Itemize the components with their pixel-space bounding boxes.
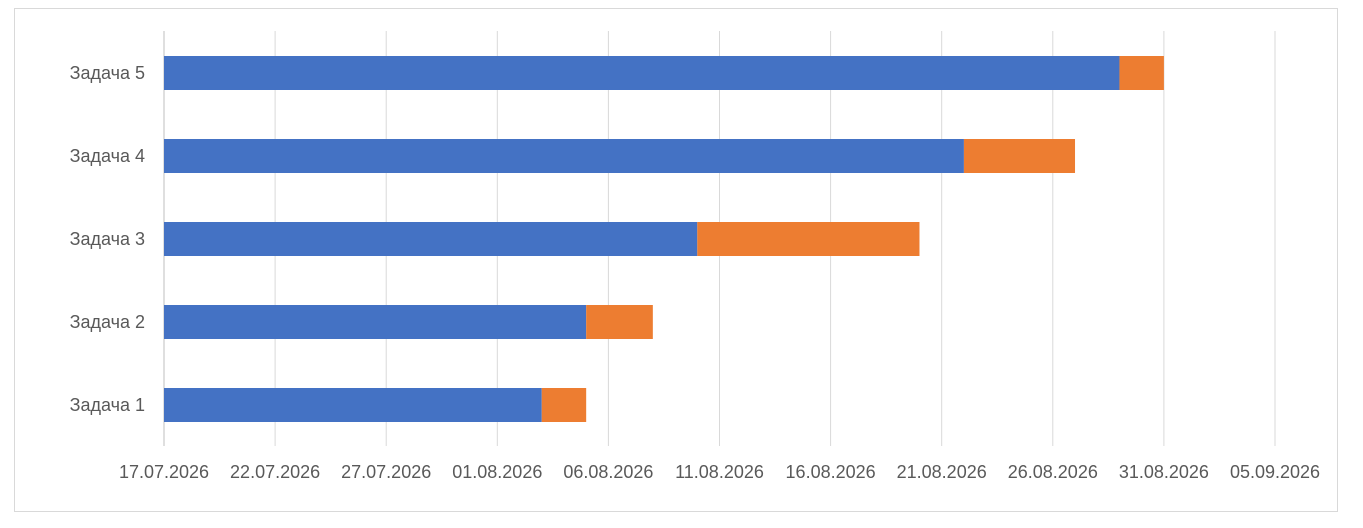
x-tick-label: 17.07.2026 (119, 462, 209, 482)
category-label: Задача 3 (70, 229, 145, 249)
bar-series-1 (164, 388, 542, 422)
bar-series-2 (1119, 56, 1164, 90)
bar-series-1 (164, 139, 964, 173)
bar-series-2 (541, 388, 587, 422)
chart-frame (14, 8, 1338, 512)
gridlines (163, 31, 1276, 446)
bars (164, 56, 1164, 422)
bar-series-2 (586, 305, 653, 339)
x-tick-label: 27.07.2026 (341, 462, 431, 482)
category-labels: Задача 1 Задача 2 Задача 3 Задача 4 Задача 5 (70, 63, 145, 415)
x-tick-label: 21.08.2026 (897, 462, 987, 482)
bar-series-1 (164, 305, 587, 339)
category-label: Задача 5 (70, 63, 145, 83)
x-tick-label: 11.08.2026 (675, 462, 764, 482)
x-tick-label: 06.08.2026 (563, 462, 653, 482)
bar-series-2 (697, 222, 920, 256)
x-tick-label: 05.09.2026 (1230, 462, 1320, 482)
x-tick-labels: 17.07.2026 22.07.2026 27.07.2026 01.08.2026… (119, 462, 1320, 482)
category-label: Задача 4 (70, 146, 145, 166)
category-label: Задача 1 (70, 395, 145, 415)
category-label: Задача 2 (70, 312, 145, 332)
x-tick-label: 22.07.2026 (230, 462, 320, 482)
bar-series-2 (963, 139, 1076, 173)
x-tick-label: 01.08.2026 (452, 462, 542, 482)
bar-series-1 (164, 222, 698, 256)
x-tick-label: 31.08.2026 (1119, 462, 1209, 482)
x-tick-label: 16.08.2026 (786, 462, 876, 482)
bar-series-1 (164, 56, 1120, 90)
x-tick-label: 26.08.2026 (1008, 462, 1098, 482)
